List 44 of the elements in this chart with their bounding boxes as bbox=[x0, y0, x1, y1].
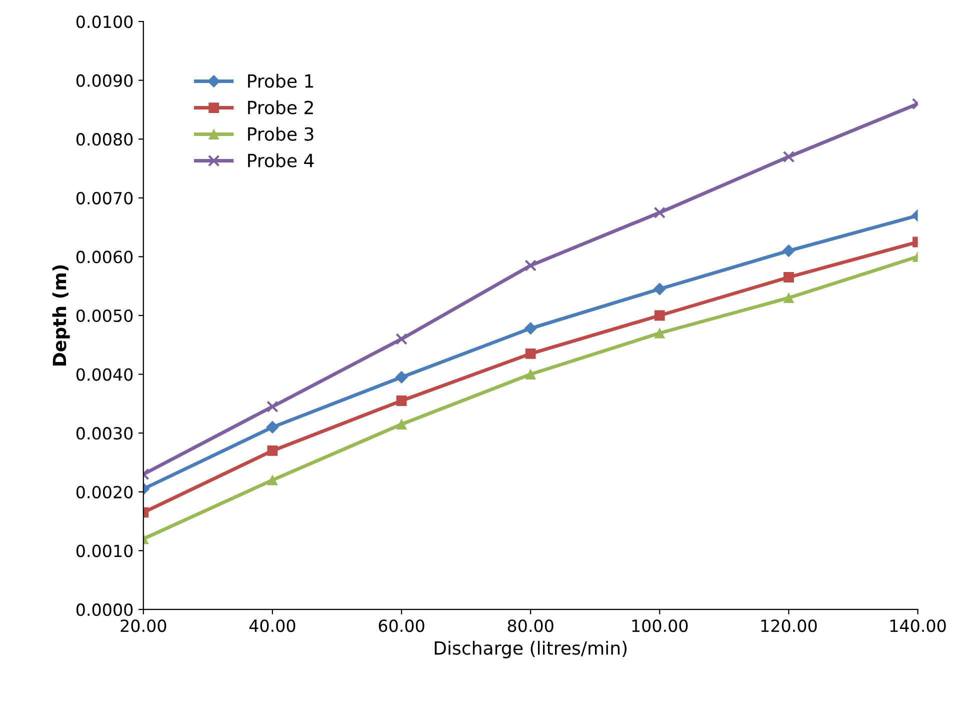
y-tick-label: 0.0010 bbox=[76, 544, 133, 558]
point bbox=[783, 292, 794, 304]
point bbox=[396, 333, 408, 345]
x-tick-label: 80.00 bbox=[508, 619, 554, 632]
point bbox=[525, 369, 536, 380]
legend-label: Probe 3 bbox=[248, 126, 314, 141]
y-tick-label: 0.0020 bbox=[76, 486, 133, 498]
point bbox=[654, 328, 665, 338]
x-tick-label: 140.00 bbox=[890, 619, 946, 632]
y-tick-label: 0.0060 bbox=[76, 250, 133, 264]
x-tick-label: 20.00 bbox=[120, 619, 166, 632]
x-axis-title: Discharge (litres/min) bbox=[434, 640, 627, 658]
point bbox=[654, 206, 666, 218]
point bbox=[267, 445, 278, 456]
y-tick-label: 0.0100 bbox=[76, 15, 133, 28]
point bbox=[783, 272, 794, 282]
point bbox=[653, 282, 666, 296]
point bbox=[396, 419, 407, 430]
y-tick-label: 0.0000 bbox=[76, 603, 133, 616]
point bbox=[396, 396, 407, 406]
point bbox=[395, 370, 408, 384]
point bbox=[782, 244, 795, 258]
y-tick-label: 0.0080 bbox=[76, 133, 133, 146]
y-tick-label: 0.0050 bbox=[76, 309, 133, 322]
point bbox=[782, 150, 795, 163]
point bbox=[524, 260, 536, 272]
point bbox=[266, 420, 279, 434]
x-tick-label: 120.00 bbox=[761, 619, 817, 632]
point bbox=[525, 348, 536, 359]
y-tick-label: 0.0070 bbox=[76, 192, 133, 204]
y-axis-title: Depth (m) bbox=[52, 265, 70, 366]
y-tick-label: 0.0090 bbox=[76, 74, 133, 87]
point bbox=[266, 400, 278, 413]
y-tick-label: 0.0030 bbox=[76, 427, 133, 440]
legend-label: Probe 1 bbox=[248, 74, 314, 88]
x-tick-label: 60.00 bbox=[378, 619, 424, 632]
legend-label: Probe 2 bbox=[248, 100, 313, 114]
y-tick-label: 0.0040 bbox=[76, 368, 133, 381]
x-tick-label: 100.00 bbox=[632, 619, 688, 632]
point bbox=[267, 474, 278, 486]
point bbox=[654, 310, 665, 321]
x-tick-label: 40.00 bbox=[249, 619, 296, 632]
point bbox=[524, 322, 537, 335]
legend-label: Probe 4 bbox=[248, 153, 314, 168]
